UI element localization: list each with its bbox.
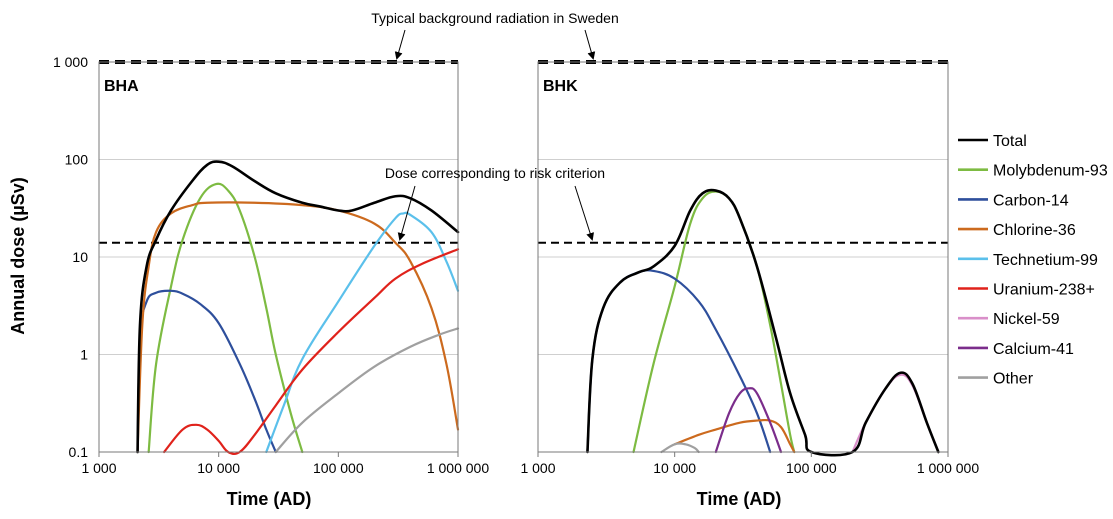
annotation-background-radiation: Typical background radiation in Sweden: [371, 10, 619, 26]
series-technetium-99-bha: [265, 211, 460, 454]
x-tick-label: 100 000: [313, 460, 364, 476]
x-tick-label: 1 000: [81, 460, 116, 476]
series-layer: [136, 160, 940, 457]
series-molybdenum-93-bhk: [632, 190, 796, 454]
reference-lines: [99, 60, 948, 244]
series-other-bha: [274, 327, 460, 454]
annotation-arrow-background-1: [584, 29, 596, 60]
panel-frames: [98, 61, 949, 457]
x-axis-title-left: Time (AD): [227, 489, 312, 509]
annotation-arrow-risk-1: [574, 185, 594, 241]
legend-label: Calcium-41: [993, 341, 1074, 358]
y-tick-label: 100: [65, 152, 89, 168]
y-tick-label: 0.1: [69, 444, 89, 460]
legend-label: Nickel-59: [993, 311, 1060, 328]
panel-label-bha: BHA: [104, 78, 139, 95]
annotation-arrow-risk-0: [397, 185, 416, 241]
series-total-bha: [136, 160, 460, 454]
plot-frame-bhk: [537, 61, 949, 453]
y-tick-label: 10: [72, 249, 88, 265]
series-calcium-41-bhk: [714, 387, 783, 454]
series-molybdenum-93-bha: [147, 182, 304, 454]
x-axis-title-right: Time (AD): [697, 489, 782, 509]
legend-label: Chlorine-36: [993, 222, 1076, 239]
legend-label: Uranium-238+: [993, 282, 1095, 299]
series-nickel-59-bhk: [851, 373, 940, 454]
annotations: Typical background radiation in Sweden Do…: [371, 10, 619, 241]
panel-label-bhk: BHK: [543, 78, 578, 95]
legend-label: Carbon-14: [993, 192, 1069, 209]
legend-label: Other: [993, 371, 1034, 388]
x-tick-label: 10 000: [653, 460, 696, 476]
legend-label: Total: [993, 133, 1027, 150]
series-chlorine-36-bhk: [673, 418, 796, 454]
grid-layer: [99, 61, 948, 453]
series-total-bhk: [586, 188, 940, 457]
legend-label: Molybdenum-93: [993, 163, 1108, 180]
legend: Total Molybdenum-93 Carbon-14 Chlorine-36 Te…: [958, 133, 1108, 388]
y-tick-label: 1 000: [53, 54, 88, 70]
x-tick-label: 1 000 000: [917, 460, 979, 476]
tick-labels: 1 000 10 000 100 000 1 000 000 1 000 10 000 10…: [53, 54, 979, 476]
legend-label: Technetium-99: [993, 252, 1098, 269]
annotation-risk-criterion: Dose corresponding to risk criterion: [385, 165, 605, 181]
series-uranium-238-bha: [163, 248, 460, 456]
x-tick-label: 100 000: [786, 460, 837, 476]
annotation-arrow-background-0: [394, 29, 406, 60]
y-axis-title: Annual dose (µSv): [8, 177, 28, 334]
plot-frame-bha: [98, 61, 459, 453]
series-carbon-14-bha: [136, 289, 277, 454]
series-other-bhk: [660, 442, 700, 454]
series-chlorine-36-bha: [136, 201, 460, 454]
series-carbon-14-bhk: [586, 269, 772, 454]
y-tick-label: 1: [80, 347, 88, 363]
x-tick-label: 1 000 000: [427, 460, 489, 476]
x-tick-label: 10 000: [197, 460, 240, 476]
x-tick-label: 1 000: [520, 460, 555, 476]
